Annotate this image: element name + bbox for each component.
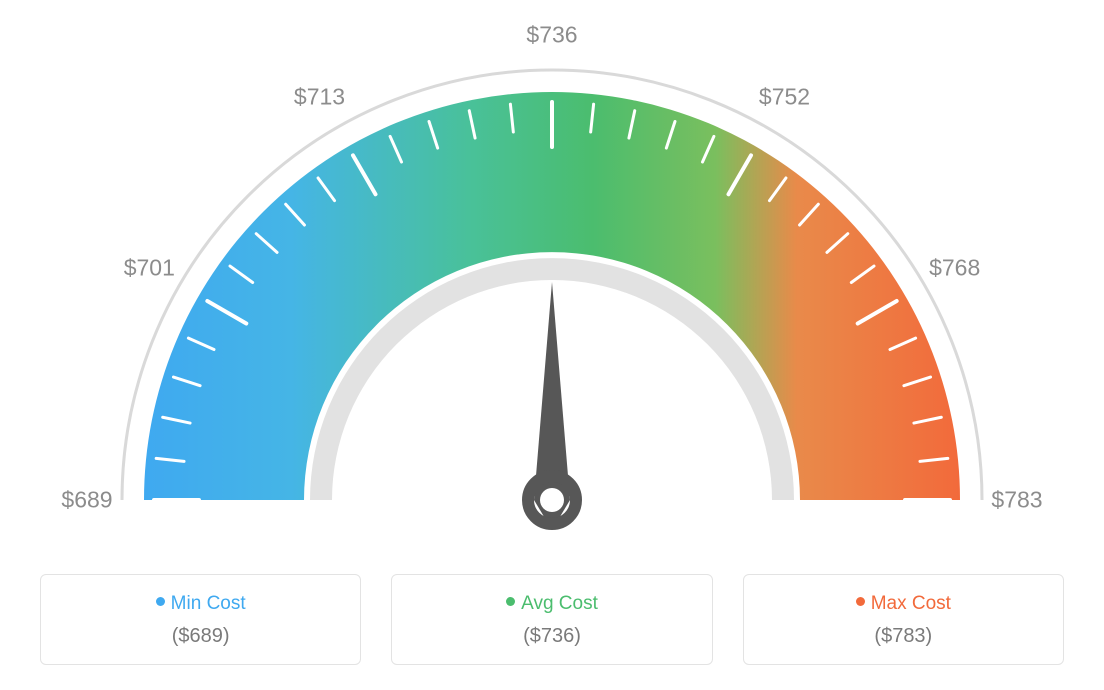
gauge-tick-label: $752 [759, 84, 810, 111]
gauge-tick-label: $701 [124, 254, 175, 281]
legend-avg-value: ($736) [402, 625, 701, 648]
gauge-chart: $689 $701 $713 $736 $752 $768 $783 [0, 0, 1104, 560]
legend-min-label: Min Cost [51, 593, 350, 615]
dot-icon [506, 597, 515, 606]
legend-max-value: ($783) [754, 625, 1053, 648]
gauge-tick-label: $713 [294, 84, 345, 111]
legend-min-value: ($689) [51, 625, 350, 648]
gauge-tick-label: $783 [991, 487, 1042, 514]
gauge-tick-label: $736 [526, 22, 577, 49]
legend-avg-text: Avg Cost [521, 593, 598, 614]
legend-min-text: Min Cost [171, 593, 246, 614]
gauge-tick-label: $689 [61, 487, 112, 514]
legend-avg-box: Avg Cost ($736) [391, 574, 712, 665]
legend-row: Min Cost ($689) Avg Cost ($736) Max Cost… [40, 574, 1064, 665]
legend-avg-label: Avg Cost [402, 593, 701, 615]
dot-icon [156, 597, 165, 606]
legend-max-text: Max Cost [871, 593, 951, 614]
legend-max-box: Max Cost ($783) [743, 574, 1064, 665]
gauge-tick-label: $768 [929, 254, 980, 281]
legend-max-label: Max Cost [754, 593, 1053, 615]
dot-icon [856, 597, 865, 606]
legend-min-box: Min Cost ($689) [40, 574, 361, 665]
